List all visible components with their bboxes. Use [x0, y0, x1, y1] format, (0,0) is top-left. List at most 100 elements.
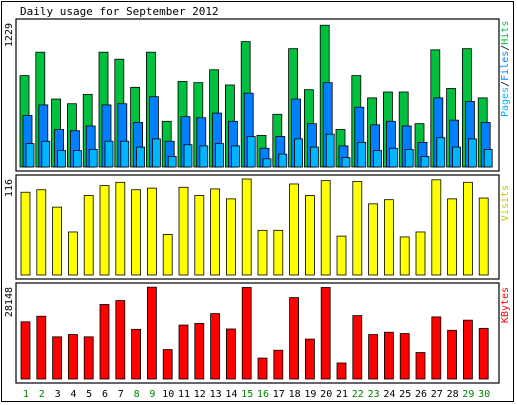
- pages-bar-day-25: [404, 149, 414, 168]
- kbytes-bar-day-4: [68, 334, 78, 380]
- pages-bar-day-16: [262, 158, 272, 168]
- visits-bar-day-24: [383, 199, 394, 276]
- kbytes-bar-day-15: [241, 287, 252, 380]
- visits-bar-day-7: [115, 181, 126, 276]
- pages-bar-day-18: [294, 138, 304, 168]
- x-tick-day-6: 6: [102, 389, 108, 400]
- x-tick-day-18: 18: [289, 389, 301, 400]
- x-tick-day-28: 28: [447, 389, 459, 400]
- visits-bar-day-21: [336, 235, 347, 276]
- x-tick-day-4: 4: [70, 389, 76, 400]
- pages-bar-day-23: [373, 150, 383, 168]
- x-tick-day-17: 17: [273, 389, 285, 400]
- x-tick-day-25: 25: [399, 389, 411, 400]
- x-tick-day-29: 29: [462, 389, 474, 400]
- kbytes-bar-day-19: [304, 338, 315, 380]
- x-tick-day-5: 5: [86, 389, 92, 400]
- x-tick-day-16: 16: [257, 389, 269, 400]
- legend-pages-label: Pages: [500, 87, 511, 117]
- kbytes-bar-day-27: [431, 316, 442, 380]
- visits-bar-day-12: [194, 195, 205, 276]
- kbytes-bar-day-9: [146, 286, 157, 380]
- x-tick-day-11: 11: [178, 389, 190, 400]
- kbytes-bar-day-1: [20, 321, 31, 380]
- kbytes-bar-day-28: [447, 329, 458, 380]
- x-tick-day-10: 10: [162, 389, 174, 400]
- x-tick-day-12: 12: [194, 389, 206, 400]
- visits-bar-day-16: [257, 229, 268, 276]
- pages-files-hits-legend: Pages/Files/Hits: [500, 21, 511, 117]
- x-tick-day-15: 15: [241, 389, 253, 400]
- kbytes-ymax-label: 28148: [4, 287, 15, 317]
- pages-bar-day-28: [452, 146, 462, 168]
- kbytes-bar-day-18: [289, 297, 300, 380]
- hits-ymax-label: 1229: [4, 23, 15, 47]
- visits-bar-day-20: [320, 180, 331, 276]
- pages-bar-day-15: [246, 136, 256, 168]
- pages-bar-day-12: [199, 145, 209, 168]
- pages-bar-day-7: [120, 140, 130, 168]
- pages-bar-day-13: [215, 143, 225, 168]
- pages-bar-day-22: [357, 141, 367, 168]
- pages-bar-day-11: [183, 144, 193, 168]
- pages-bar-day-10: [167, 156, 177, 168]
- x-tick-day-24: 24: [383, 389, 395, 400]
- kbytes-bar-day-2: [36, 315, 47, 380]
- kbytes-bar-day-21: [336, 362, 347, 380]
- x-tick-day-3: 3: [55, 389, 61, 400]
- pages-bar-day-20: [325, 133, 335, 168]
- kbytes-bar-day-10: [162, 349, 173, 380]
- visits-bar-day-6: [99, 185, 110, 276]
- pages-bar-day-27: [436, 137, 446, 168]
- x-tick-day-2: 2: [39, 389, 45, 400]
- legend-slash-1: /: [500, 81, 511, 87]
- kbytes-bar-day-12: [194, 323, 205, 380]
- pages-bar-day-2: [41, 140, 51, 168]
- kbytes-bar-day-22: [352, 315, 363, 380]
- pages-bar-day-5: [88, 149, 98, 168]
- x-tick-day-26: 26: [415, 389, 427, 400]
- pages-bar-day-21: [341, 157, 351, 168]
- visits-bar-day-8: [131, 189, 142, 276]
- visits-bar-day-22: [352, 181, 363, 276]
- visits-bar-day-17: [273, 229, 284, 276]
- x-tick-day-19: 19: [304, 389, 316, 400]
- kbytes-bar-day-26: [415, 352, 426, 380]
- visits-bar-day-13: [210, 188, 221, 276]
- x-tick-day-23: 23: [368, 389, 380, 400]
- kbytes-legend-label: KBytes: [500, 287, 511, 323]
- kbytes-bar-day-17: [273, 349, 284, 380]
- kbytes-bar-day-13: [210, 313, 221, 380]
- kbytes-bar-day-30: [478, 327, 489, 380]
- x-tick-day-22: 22: [352, 389, 364, 400]
- visits-bar-day-10: [162, 234, 173, 276]
- x-tick-day-30: 30: [478, 389, 490, 400]
- x-tick-day-27: 27: [431, 389, 443, 400]
- kbytes-bar-day-7: [115, 300, 126, 380]
- visits-bar-day-4: [68, 231, 78, 276]
- visits-bar-day-2: [36, 189, 47, 276]
- visits-bar-day-25: [399, 236, 410, 276]
- x-tick-day-14: 14: [225, 389, 237, 400]
- kbytes-bar-day-11: [178, 324, 189, 380]
- pages-bar-day-14: [230, 145, 240, 168]
- visits-bar-day-29: [462, 181, 473, 276]
- kbytes-bar-day-14: [225, 328, 236, 380]
- kbytes-bar-day-24: [383, 331, 394, 380]
- kbytes-bar-day-23: [368, 334, 379, 380]
- visits-bar-day-15: [241, 178, 252, 276]
- kbytes-bar-day-3: [52, 336, 62, 380]
- kbytes-bar-day-6: [99, 304, 110, 380]
- visits-legend-label: Visits: [500, 185, 511, 221]
- x-tick-day-21: 21: [336, 389, 348, 400]
- chart-title: Daily usage for September 2012: [20, 5, 219, 18]
- x-tick-day-8: 8: [134, 389, 140, 400]
- visits-bar-day-9: [146, 187, 157, 276]
- visits-bar-day-18: [289, 183, 300, 276]
- x-tick-day-7: 7: [118, 389, 124, 400]
- legend-hits-label: Hits: [500, 21, 511, 45]
- pages-bar-day-30: [483, 149, 493, 168]
- pages-bar-day-19: [309, 146, 319, 168]
